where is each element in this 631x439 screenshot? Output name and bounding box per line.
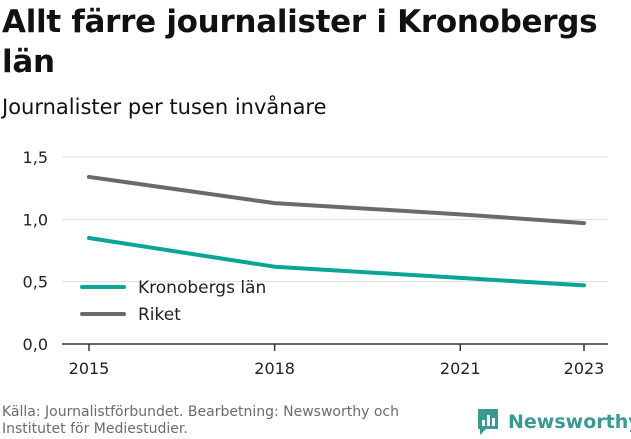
chart-subtitle: Journalister per tusen invånare: [2, 95, 327, 119]
series-line-riket: [87, 174, 586, 226]
chart-title: Allt färre journalister i Kronobergs län: [2, 4, 598, 80]
y-tick-label: 0,0: [23, 335, 48, 354]
series-line-kronobergs-län: [87, 236, 586, 288]
legend-label: Riket: [138, 305, 181, 325]
x-tick-label: 2015: [69, 359, 110, 378]
x-tick-label: 2018: [254, 359, 295, 378]
newsworthy-brand: Newsworthy: [476, 407, 631, 437]
y-tick-label: 1,0: [23, 210, 48, 229]
y-tick-label: 0,5: [23, 273, 48, 292]
x-tick-label: 2021: [440, 359, 481, 378]
x-tick-label: 2023: [564, 359, 605, 378]
brand-name: Newsworthy: [508, 411, 631, 433]
source-note: Källa: Journalistförbundet. Bearbetning:…: [2, 404, 399, 437]
y-tick-label: 1,5: [23, 148, 48, 167]
newsworthy-logo-icon: [478, 409, 498, 435]
legend-label: Kronobergs län: [138, 278, 266, 298]
line-chart: 0,0 0,5 1,0 1,5 2015 2018 2021 2023 Kronobergs l…: [23, 148, 608, 378]
